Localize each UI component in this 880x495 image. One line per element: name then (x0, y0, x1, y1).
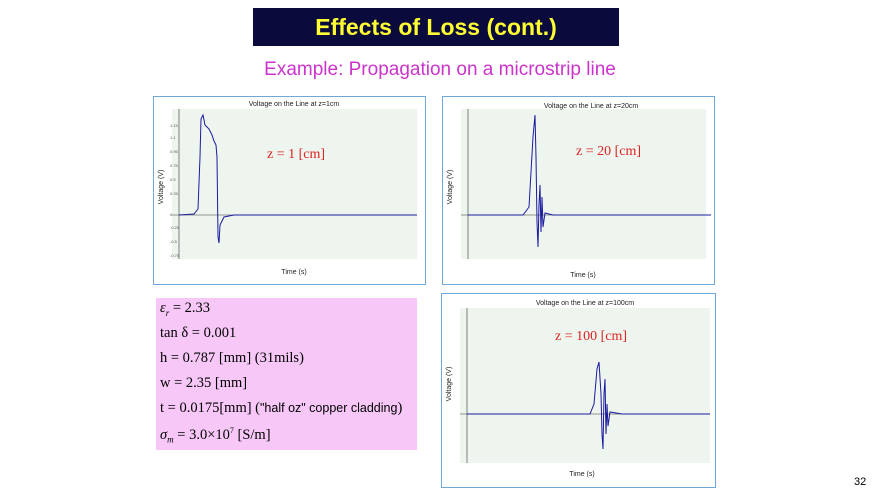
svg-text:1.15: 1.15 (170, 123, 179, 128)
plot-area (460, 308, 710, 463)
svg-text:0: 0 (170, 212, 173, 217)
param-w: w = 2.35 [mm] (160, 375, 248, 391)
plot-area (172, 109, 417, 259)
z-label: z = 1 [cm] (267, 147, 325, 162)
svg-text:-0.25: -0.25 (170, 225, 180, 230)
plot-z1cm-svg: Voltage on the Line at z=1cm Time (s) Vo… (158, 101, 417, 276)
plot-z100cm-svg: Voltage on the Line at z=100cm Time (s) … (446, 300, 710, 478)
x-axis-label: Time (s) (569, 471, 594, 478)
page-number: 32 (854, 476, 867, 488)
svg-text:0.5: 0.5 (170, 177, 176, 182)
plot-area (461, 109, 706, 259)
plot-z1cm-waveform (178, 113, 417, 244)
svg-text:-0.5: -0.5 (170, 239, 178, 244)
z-label: z = 20 [cm] (576, 144, 641, 159)
param-epsilon-r: εr = 2.33 (160, 300, 211, 318)
y-axis-label: Voltage (V) (447, 170, 454, 205)
z-label: z = 100 [cm] (555, 329, 627, 344)
slide-title: Effects of Loss (cont.) (315, 13, 557, 40)
x-axis-label: Time (s) (281, 269, 306, 276)
param-t: t = 0.0175[mm] ("half oz" copper claddin… (160, 400, 403, 416)
slide-title-box: Effects of Loss (cont.) (253, 8, 619, 46)
param-h: h = 0.787 [mm] (31mils) (160, 350, 304, 366)
y-ticks: 1.15 1.1 0.95 0.75 0.5 0.25 0 -0.25 -0.5 -0.7… (170, 123, 180, 258)
plot-title: Voltage on the Line at z=100cm (536, 300, 634, 307)
param-sigma: σm = 3.0×107 [S/m] (160, 426, 271, 445)
plot-z20cm-waveform (468, 114, 711, 248)
plot-z100cm-waveform (467, 361, 710, 450)
svg-text:0.25: 0.25 (170, 191, 179, 196)
svg-text:-0.75: -0.75 (170, 253, 180, 258)
svg-text:1.1: 1.1 (170, 135, 176, 140)
svg-text:0.75: 0.75 (170, 163, 179, 168)
plot-z100cm: Voltage on the Line at z=100cm Time (s) … (441, 293, 716, 488)
x-axis-label: Time (s) (570, 272, 595, 279)
y-axis-label: Voltage (V) (158, 170, 165, 205)
plot-z20cm: Voltage on the Line at z=20cm Time (s) V… (442, 96, 715, 285)
param-tan-delta: tan δ = 0.001 (160, 325, 237, 341)
plot-z1cm: Voltage on the Line at z=1cm Time (s) Vo… (153, 96, 426, 285)
plot-title: Voltage on the Line at z=1cm (249, 101, 340, 108)
slide-subtitle: Example: Propagation on a microstrip lin… (264, 59, 616, 80)
plot-title: Voltage on the Line at z=20cm (544, 103, 639, 110)
parameters-box: εr = 2.33 tan δ = 0.001 h = 0.787 [mm] (… (156, 298, 417, 450)
plot-z20cm-svg: Voltage on the Line at z=20cm Time (s) V… (447, 103, 711, 279)
y-axis-label: Voltage (V) (446, 367, 453, 402)
svg-text:0.95: 0.95 (170, 149, 179, 154)
